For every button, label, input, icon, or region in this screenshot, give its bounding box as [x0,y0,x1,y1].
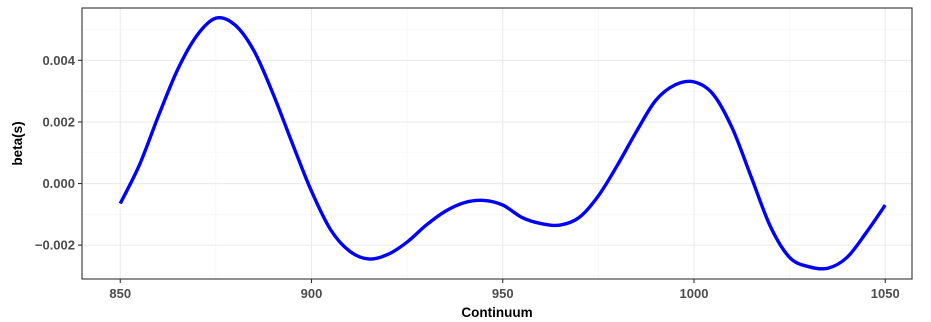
series-line-0 [118,15,887,271]
major-gridlines-x [119,8,886,279]
major-gridlines-y [82,59,912,246]
minor-gridlines-y [82,29,912,277]
x-tick-label: 850 [109,286,131,301]
series-layer [118,15,887,271]
y-axis: −0.002 0.000 0.002 0.004 [35,53,82,253]
y-axis-title: beta(s) [10,121,25,165]
x-tick-label: 1000 [680,286,709,301]
panel-border [81,7,913,280]
x-tick-label: 1050 [871,286,900,301]
x-tick-label: 900 [301,286,323,301]
y-tick-label: 0.002 [42,114,75,129]
y-tick-label: 0.000 [42,176,75,191]
x-axis: 850 900 950 1000 1050 [109,279,900,301]
x-tick-label: 950 [492,286,514,301]
y-tick-label: 0.004 [42,53,75,68]
y-tick-label: −0.002 [35,238,75,253]
x-axis-title: Continuum [461,305,532,320]
minor-gridlines-x [215,8,790,279]
